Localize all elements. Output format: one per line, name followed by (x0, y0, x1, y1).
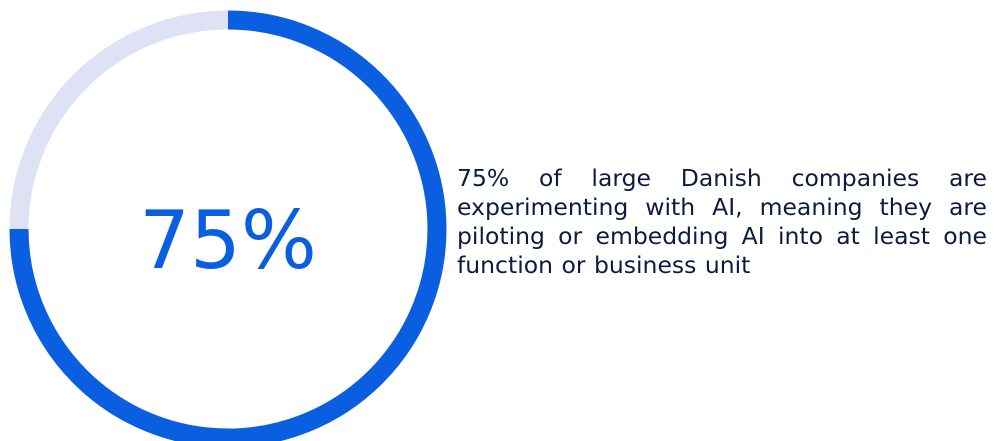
stat-description: 75% of large Danish companies are experi… (457, 164, 987, 279)
donut-center-percentage: 75% (139, 194, 317, 287)
donut-filled-segment (9, 10, 447, 441)
